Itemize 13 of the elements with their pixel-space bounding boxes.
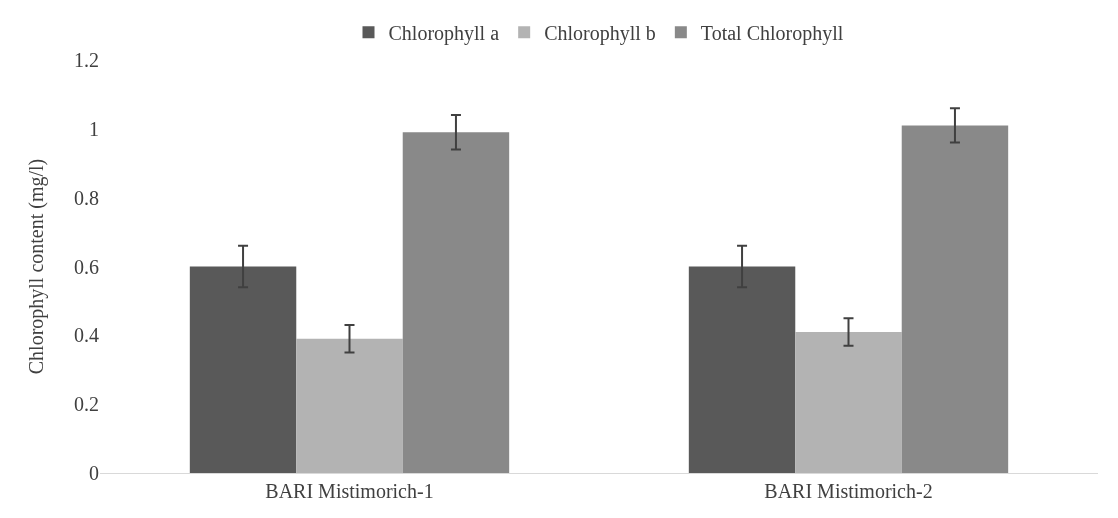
x-tick-label: BARI Mistimorich-2	[764, 480, 933, 502]
legend-label: Total Chlorophyll	[700, 22, 844, 46]
legend-label: Chlorophyll a	[388, 22, 500, 46]
y-tick-label: 0.4	[74, 324, 99, 347]
y-tick-label: 0.8	[74, 186, 99, 209]
y-tick-label: 0.6	[74, 255, 99, 278]
y-tick-label: 0.2	[74, 393, 99, 416]
y-tick-label: 1.2	[74, 49, 99, 71]
y-axis-title: Chlorophyll content (mg/l)	[24, 158, 48, 375]
x-tick-label: BARI Mistimorich-1	[265, 480, 434, 502]
legend-label: Chlorophyll b	[544, 22, 656, 46]
y-tick-label: 0	[89, 462, 99, 484]
y-tick-label: 1	[89, 117, 99, 140]
